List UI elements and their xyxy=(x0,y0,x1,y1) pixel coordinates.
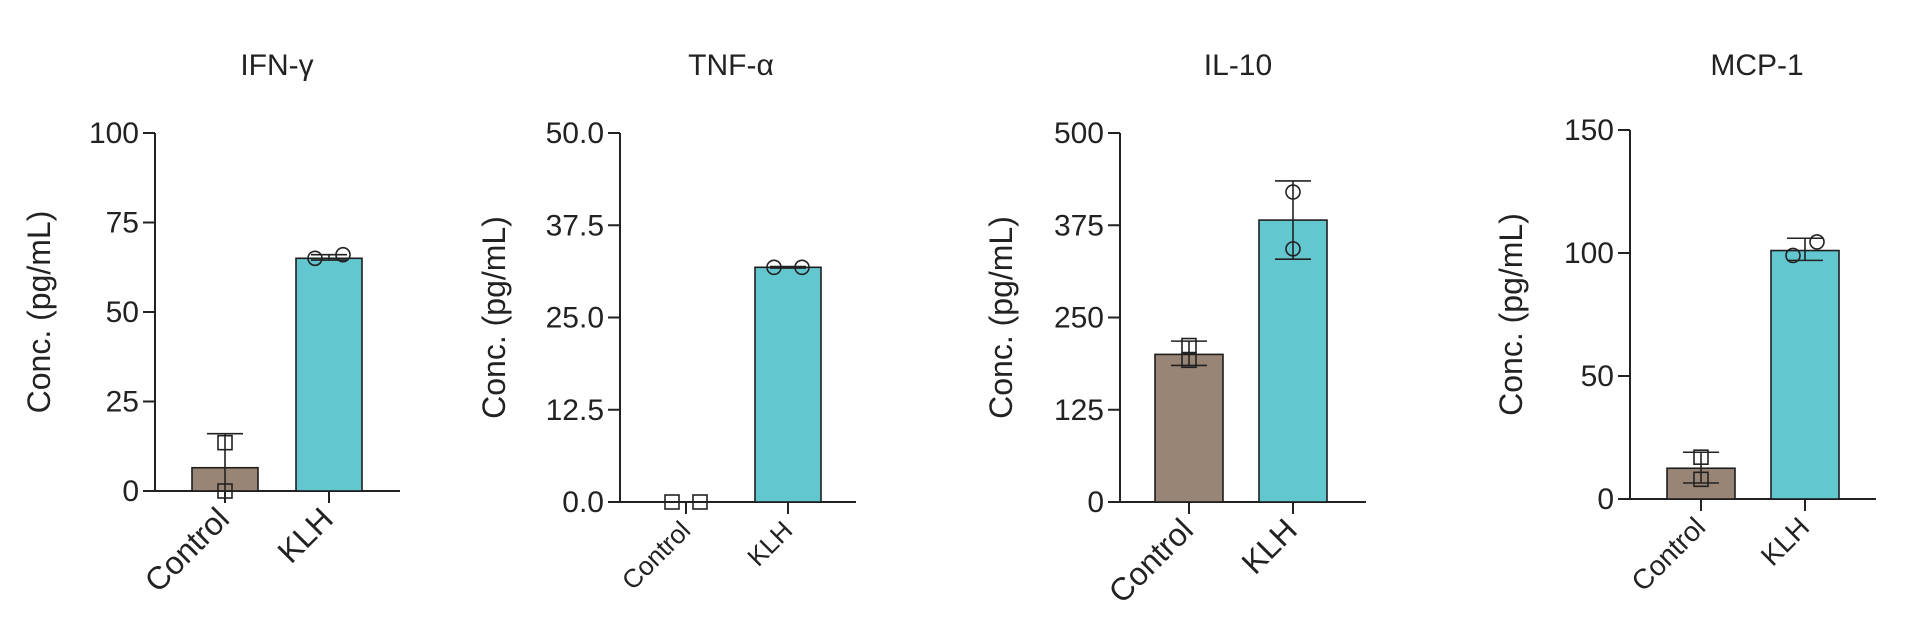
y-tick-label: 125 xyxy=(1054,394,1104,427)
bar-klh xyxy=(1770,249,1840,500)
chart-panel-3: IL-10 Conc. (pg/mL) 0 125 250 375 500 Control KL… xyxy=(983,49,1366,610)
data-point-circle xyxy=(794,259,810,276)
x-tick-label: Control xyxy=(1625,511,1711,597)
chart-panel-4: MCP-1 Conc. (pg/mL) 0 50 100 150 Control KLH xyxy=(1493,49,1876,597)
y-tick-label: 250 xyxy=(1054,302,1104,335)
y-tick-label: 75 xyxy=(106,207,139,240)
y-tick-label: 50 xyxy=(1581,360,1614,393)
y-axis-label: Conc. (pg/mL) xyxy=(983,216,1019,419)
x-tick-label: KLH xyxy=(1755,511,1815,571)
data-point-square xyxy=(664,494,680,510)
chart-title: MCP-1 xyxy=(1710,49,1803,82)
y-tick-label: 50 xyxy=(106,296,139,329)
y-tick-label: 0 xyxy=(1597,483,1614,516)
y-axis-label: Conc. (pg/mL) xyxy=(476,216,512,419)
y-axis-label: Conc. (pg/mL) xyxy=(21,211,57,414)
x-tick-label: Control xyxy=(616,515,696,595)
y-tick-label: 25 xyxy=(106,386,139,419)
y-tick-label: 500 xyxy=(1054,117,1104,150)
y-tick-label: 25.0 xyxy=(546,302,604,335)
y-axis-label: Conc. (pg/mL) xyxy=(1493,213,1529,416)
bar-control xyxy=(1154,353,1224,503)
chart-panel-2: TNF-α Conc. (pg/mL) 0.0 12.5 25.0 37.5 50.0 Con… xyxy=(476,49,856,596)
bar-klh xyxy=(1258,219,1328,503)
y-tick-label: 50.0 xyxy=(546,117,604,150)
data-point-circle xyxy=(1809,234,1825,250)
y-tick-label: 150 xyxy=(1564,114,1614,147)
x-tick-label: KLH xyxy=(270,500,339,569)
x-tick-label: KLH xyxy=(1234,511,1303,580)
y-tick-label: 0 xyxy=(1087,486,1104,519)
bar-klh xyxy=(754,266,822,503)
x-tick-label: Control xyxy=(1102,511,1200,609)
x-tick-label: KLH xyxy=(741,515,798,572)
y-tick-label: 12.5 xyxy=(546,394,604,427)
bar-klh xyxy=(295,257,363,492)
data-point-square xyxy=(1693,471,1709,488)
data-point-square xyxy=(692,494,708,510)
chart-title: IL-10 xyxy=(1204,49,1272,82)
data-point-circle xyxy=(1285,241,1301,257)
data-point-square xyxy=(217,434,233,451)
chart-title: IFN-γ xyxy=(240,49,313,82)
data-point-circle xyxy=(766,259,782,276)
chart-panel-1: IFN-γ Conc. (pg/mL) 0 25 50 75 100 Control KLH xyxy=(21,49,400,599)
y-tick-label: 100 xyxy=(89,117,139,150)
data-point-circle xyxy=(335,246,351,263)
data-point-circle xyxy=(1785,247,1801,264)
data-point-square xyxy=(1693,449,1709,465)
y-tick-label: 0.0 xyxy=(562,486,604,519)
y-tick-label: 100 xyxy=(1564,237,1614,270)
y-tick-label: 375 xyxy=(1054,209,1104,242)
x-tick-label: Control xyxy=(138,500,236,598)
y-tick-label: 37.5 xyxy=(546,209,604,242)
data-point-square xyxy=(1181,352,1197,369)
data-point-circle xyxy=(307,250,323,267)
chart-title: TNF-α xyxy=(688,49,774,82)
data-point-circle xyxy=(1285,184,1301,200)
data-point-square xyxy=(217,483,233,499)
y-tick-label: 0 xyxy=(122,475,139,508)
